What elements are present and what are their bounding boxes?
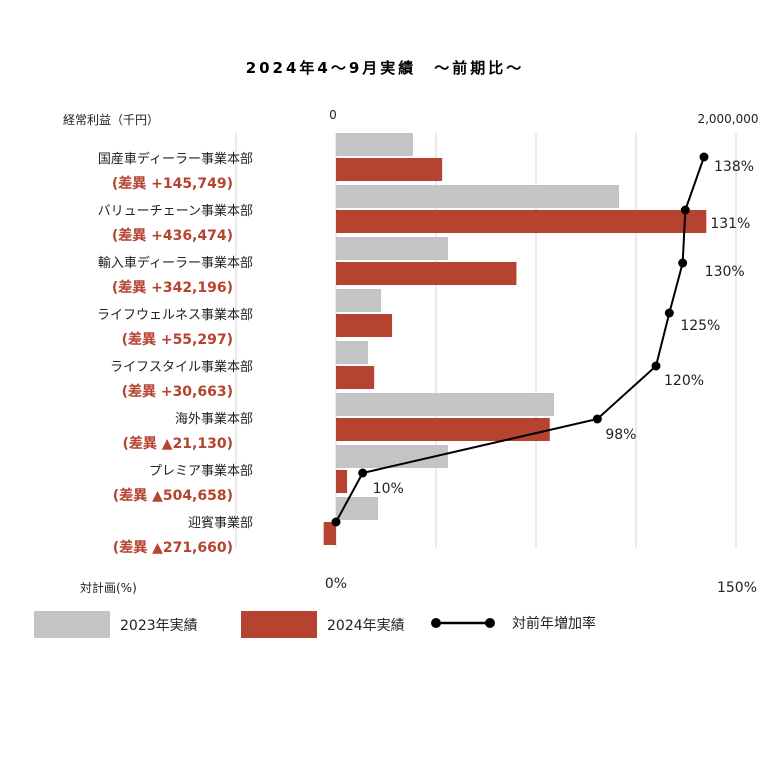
growth-label-4: 120% <box>664 373 704 389</box>
diff-label-4: (差異 +30,663) <box>122 383 233 400</box>
x-tick-max: 2,000,000 <box>697 112 758 126</box>
bar-2023-0 <box>336 133 413 156</box>
bar-2023-3 <box>336 289 381 312</box>
growth-label-0: 138% <box>714 159 754 175</box>
category-label-3: ライフウェルネス事業本部 <box>97 307 253 323</box>
growth-label-6: 10% <box>373 481 404 497</box>
bar-2023-2 <box>336 237 448 260</box>
diff-label-5: (差異 ▲21,130) <box>123 435 233 452</box>
legend-line-dot-right <box>485 618 495 628</box>
diff-label-1: (差異 +436,474) <box>112 227 233 244</box>
bar-2024-2 <box>336 262 517 285</box>
legend-swatch-2024 <box>241 611 317 638</box>
category-labels: 国産車ディーラー事業本部 (差異 +145,749) バリューチェーン事業本部 (差異… <box>97 151 253 556</box>
category-label-1: バリューチェーン事業本部 <box>98 203 253 219</box>
bar-2023-1 <box>336 185 619 208</box>
secondary-tick-max: 150% <box>717 580 757 596</box>
bar-2024-6 <box>336 470 348 493</box>
bar-2023-5 <box>336 393 554 416</box>
growth-label-2: 130% <box>705 264 745 280</box>
growth-polyline <box>335 156 705 523</box>
bar-2024-1 <box>336 210 707 233</box>
bar-2024-4 <box>336 366 375 389</box>
growth-label-5: 98% <box>605 427 636 443</box>
chart-title: 2024年4～9月実績 ～前期比～ <box>246 59 525 77</box>
secondary-axis-label: 対計画(%) <box>80 580 137 595</box>
diff-label-7: (差異 ▲271,660) <box>113 539 233 556</box>
growth-point-3 <box>664 308 674 318</box>
bar-2023-4 <box>336 341 368 364</box>
growth-point-6 <box>358 468 368 478</box>
bar-2024-3 <box>336 314 393 337</box>
growth-line: 138% 131% 130% 125% 120% 98% 10% <box>331 152 754 527</box>
bar-2024-7 <box>323 522 336 545</box>
bars <box>323 133 707 545</box>
diff-label-3: (差異 +55,297) <box>122 331 233 348</box>
bar-2023-6 <box>336 445 448 468</box>
diff-label-0: (差異 +145,749) <box>112 175 233 192</box>
legend-swatch-2023 <box>34 611 110 638</box>
x-tick-min: 0 <box>329 108 337 122</box>
growth-point-0 <box>699 152 709 162</box>
legend-line-dot-left <box>431 618 441 628</box>
growth-point-5 <box>592 414 602 424</box>
legend-label-growth: 対前年増加率 <box>512 615 596 632</box>
growth-point-1 <box>680 205 690 215</box>
y-axis-label: 経常利益（千円） <box>63 113 159 127</box>
bar-2024-5 <box>336 418 550 441</box>
growth-label-3: 125% <box>680 318 720 334</box>
category-label-7: 迎賓事業部 <box>188 515 253 531</box>
growth-point-7 <box>331 517 341 527</box>
category-label-4: ライフスタイル事業本部 <box>110 359 253 375</box>
growth-point-2 <box>678 258 688 268</box>
legend: 2023年実績 2024年実績 対前年増加率 <box>34 611 596 638</box>
secondary-tick-min: 0% <box>325 576 347 592</box>
category-label-5: 海外事業本部 <box>175 411 253 427</box>
bar-2024-0 <box>336 158 443 181</box>
category-label-6: プレミア事業本部 <box>149 463 253 479</box>
legend-label-2024: 2024年実績 <box>327 618 405 634</box>
growth-label-1: 131% <box>710 216 750 232</box>
growth-point-4 <box>651 361 661 371</box>
diff-label-2: (差異 +342,196) <box>112 279 233 296</box>
category-label-2: 輸入車ディーラー事業本部 <box>98 255 253 271</box>
diff-label-6: (差異 ▲504,658) <box>113 487 233 504</box>
category-label-0: 国産車ディーラー事業本部 <box>98 151 253 167</box>
legend-label-2023: 2023年実績 <box>120 618 198 634</box>
